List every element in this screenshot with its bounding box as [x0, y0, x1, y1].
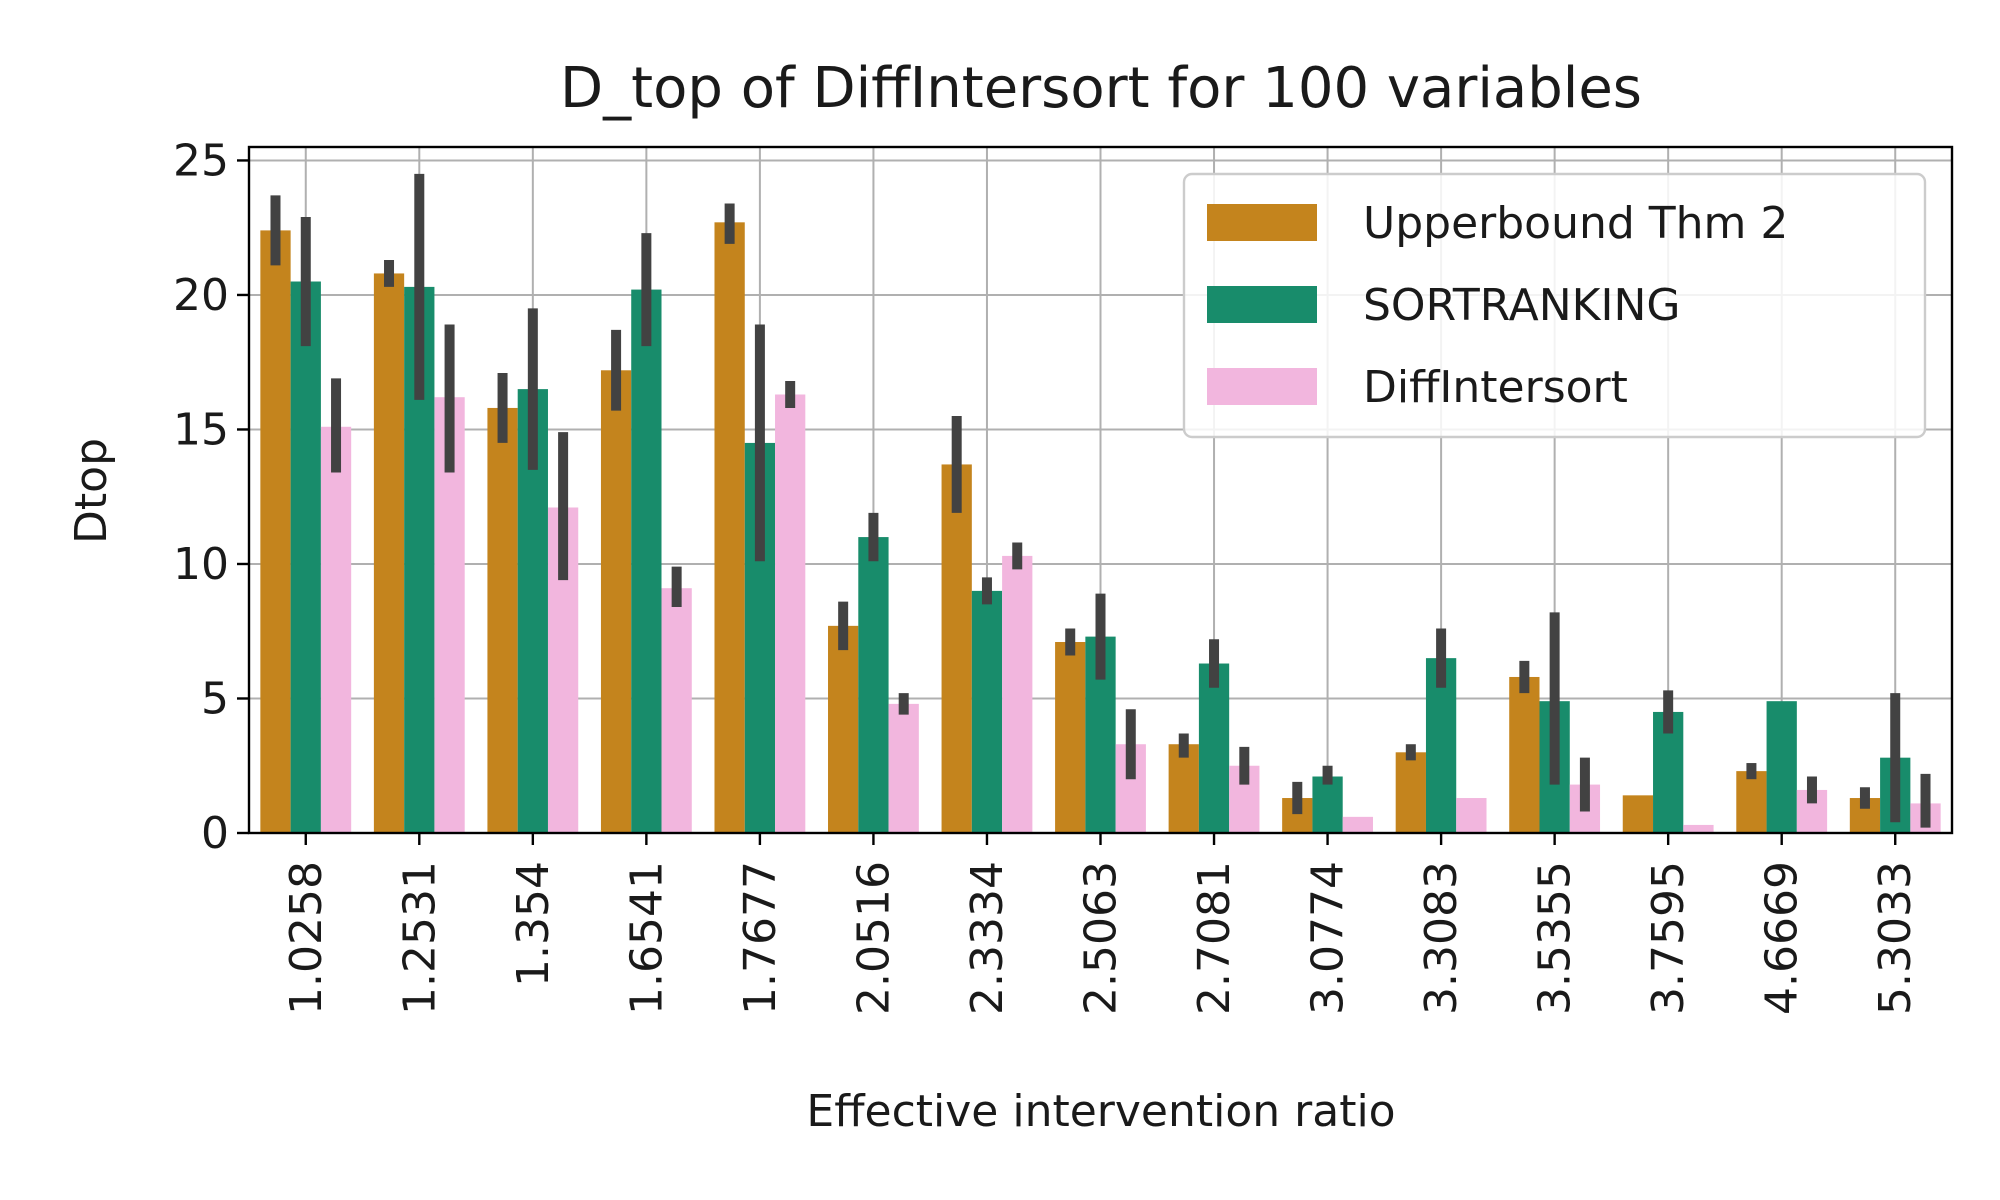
bar-upperbound-thm-2-2-0516 — [828, 625, 859, 833]
y-axis: 0 5 10 15 20 25 — [173, 135, 249, 859]
bars — [260, 222, 1941, 834]
x-tick-label: 2.3334 — [962, 861, 1013, 1015]
bar-upperbound-thm-2-2-7081 — [1168, 744, 1199, 833]
bar-diffintersort-3-3083 — [1456, 798, 1487, 833]
bar-upperbound-thm-2-2-5063 — [1055, 641, 1086, 833]
bar-upperbound-thm-2-3-7595 — [1622, 795, 1654, 833]
legend-swatch — [1207, 286, 1317, 323]
legend-label: DiffIntersort — [1363, 362, 1628, 413]
bar-diffintersort-1-0258 — [320, 426, 352, 833]
x-axis: 1.0258 1.2531 1.354 1.6541 1.7677 2.0516 2.333… — [281, 833, 1921, 1015]
x-tick-label: 3.0774 — [1303, 861, 1354, 1015]
x-tick-label: 1.0258 — [281, 861, 332, 1015]
x-tick-label: 1.7677 — [735, 861, 786, 1015]
bar-sortranking-2-7081 — [1198, 663, 1230, 833]
bar-sortranking-2-3334 — [971, 590, 1003, 833]
bar-sortranking-4-6669 — [1766, 701, 1797, 833]
x-tick-label: 3.3083 — [1416, 861, 1467, 1015]
y-axis-label: Dtop — [66, 438, 117, 544]
bar-sortranking-2-0516 — [858, 537, 889, 833]
bar-upperbound-thm-2-1-0258 — [260, 230, 291, 834]
bar-diffintersort-2-0516 — [888, 703, 919, 833]
legend: Upperbound Thm 2 SORTRANKING DiffIntersort — [1182, 172, 1927, 439]
x-tick-label: 1.354 — [508, 861, 559, 987]
bar-diffintersort-3-7595 — [1683, 824, 1714, 833]
bar-upperbound-thm-2-1-7677 — [714, 222, 745, 833]
legend-box — [1182, 172, 1927, 439]
bar-upperbound-thm-2-3-5355 — [1509, 676, 1540, 833]
x-axis-label: Effective intervention ratio — [806, 1086, 1395, 1137]
bar-upperbound-thm-2-3-3083 — [1395, 752, 1426, 833]
chart-title: D_top of DiffIntersort for 100 variables — [560, 56, 1642, 121]
bar-diffintersort-1-6541 — [661, 588, 692, 833]
bar-sortranking-3-0774 — [1312, 776, 1343, 833]
y-tick-label: 0 — [201, 808, 229, 859]
bar-diffintersort-3-0774 — [1342, 816, 1373, 833]
x-tick-label: 1.6541 — [621, 861, 672, 1015]
y-tick-label: 25 — [173, 135, 229, 186]
y-tick-label: 10 — [173, 539, 229, 590]
x-tick-label: 2.7081 — [1189, 861, 1240, 1015]
bar-upperbound-thm-2-1-2531 — [373, 273, 405, 833]
x-tick-label: 1.2531 — [394, 861, 445, 1015]
x-tick-label: 2.0516 — [848, 861, 899, 1015]
bar-upperbound-thm-2-4-6669 — [1736, 771, 1767, 833]
bar-sortranking-1-0258 — [290, 281, 321, 834]
y-tick-label: 15 — [173, 404, 229, 455]
y-tick-label: 20 — [173, 270, 229, 321]
bar-upperbound-thm-2-1-6541 — [600, 370, 632, 833]
legend-label: Upperbound Thm 2 — [1363, 198, 1788, 249]
x-tick-label: 3.7595 — [1643, 861, 1694, 1015]
bar-sortranking-1-6541 — [631, 289, 662, 833]
bar-upperbound-thm-2-1-354 — [487, 407, 518, 833]
y-tick-label: 5 — [201, 673, 229, 724]
bar-diffintersort-2-3334 — [1002, 555, 1033, 833]
x-tick-label: 2.5063 — [1076, 861, 1127, 1015]
x-tick-label: 5.3033 — [1870, 861, 1921, 1015]
x-tick-label: 3.5355 — [1530, 861, 1581, 1015]
legend-swatch — [1207, 368, 1317, 405]
bar-upperbound-thm-2-2-3334 — [941, 464, 972, 833]
bar-diffintersort-1-7677 — [775, 394, 806, 833]
legend-label: SORTRANKING — [1363, 280, 1680, 331]
legend-swatch — [1207, 204, 1317, 241]
x-tick-label: 4.6669 — [1757, 861, 1808, 1015]
error-bars — [270, 173, 1931, 828]
